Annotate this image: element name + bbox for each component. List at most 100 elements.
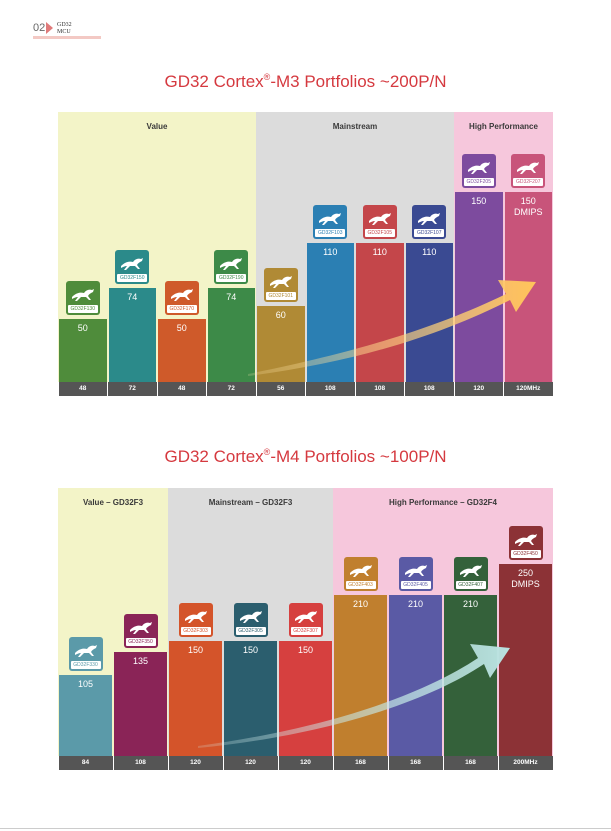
m4-bar-gd32f350: 135 bbox=[114, 652, 167, 756]
m3-bar-value: 110 bbox=[356, 247, 404, 258]
m3-chip-gd32f103: GD32F103 bbox=[313, 204, 348, 239]
footer-line bbox=[0, 828, 611, 829]
m3-title-reg: ® bbox=[263, 72, 271, 83]
m4-bar-value: 150 bbox=[279, 645, 332, 656]
m4-freq-label: 120 bbox=[278, 756, 333, 770]
m4-freq-label: 120 bbox=[223, 756, 278, 770]
m3-chip-gd32f150: GD32F150 bbox=[115, 250, 150, 285]
m4-bar-gd32f303: 150 bbox=[169, 640, 222, 756]
m3-bar-value-unit: DMIPS bbox=[513, 207, 543, 217]
m3-bar-value-number: 110 bbox=[323, 246, 338, 257]
m4-chip-gd32f450: GD32F450 bbox=[508, 526, 543, 560]
m4-bar-value-number: 210 bbox=[352, 598, 369, 609]
m4-bar-value: 250 DMIPS bbox=[499, 568, 552, 590]
m3-title: GD32 Cortex®-M3 Portfolios ~200P/N bbox=[0, 72, 611, 92]
m3-chip-label: GD32F105 bbox=[364, 228, 395, 237]
m3-bar-value-number: 74 bbox=[226, 292, 237, 303]
m3-freq-label: 108 bbox=[405, 382, 454, 396]
m3-bar-value-number: 50 bbox=[77, 322, 88, 333]
m3-chip-gd32f190: GD32F190 bbox=[214, 250, 249, 285]
cheetah-icon bbox=[70, 284, 96, 304]
m4-chip-label: GD32F305 bbox=[235, 626, 266, 635]
brand-line2: MCU bbox=[57, 29, 71, 35]
m3-freq-label: 108 bbox=[355, 382, 404, 396]
m3-chip-label: GD32F150 bbox=[117, 274, 148, 283]
m4-freq-label: 168 bbox=[443, 756, 498, 770]
m3-bar-value: 150 DMIPS bbox=[505, 196, 553, 218]
header-underline bbox=[33, 36, 101, 39]
m3-bar-value-number: 50 bbox=[176, 322, 187, 333]
m4-chip-gd32f305: GD32F305 bbox=[233, 602, 268, 637]
m4-bar-gd32f403: 210 bbox=[334, 594, 387, 756]
m4-chart: Value – GD32F3 Mainstream – GD32F3 High Pe… bbox=[58, 488, 553, 770]
m4-zone-label: High Performance – GD32F4 bbox=[388, 498, 498, 507]
m3-bar-gd32f150: 74 bbox=[108, 288, 157, 382]
m3-chip-label: GD32F205 bbox=[463, 178, 494, 186]
m4-chip-gd32f330: GD32F330 bbox=[68, 637, 103, 672]
page-arrow-icon bbox=[46, 22, 53, 34]
m4-freq-label: 84 bbox=[58, 756, 113, 770]
cheetah-icon bbox=[218, 253, 244, 273]
m3-freq-label: 72 bbox=[108, 382, 157, 396]
m3-title-prefix: GD32 Cortex bbox=[164, 72, 264, 91]
cheetah-icon bbox=[513, 529, 539, 549]
m4-freq-label: 168 bbox=[388, 756, 443, 770]
m4-growth-arrow-icon bbox=[198, 644, 510, 748]
m3-bar-value: 74 bbox=[109, 292, 157, 303]
m3-chip-gd32f207: GD32F207 bbox=[511, 154, 546, 188]
cheetah-icon bbox=[367, 208, 393, 228]
m3-bar-value-number: 60 bbox=[275, 310, 286, 320]
m3-bar-value: 110 bbox=[307, 247, 355, 258]
m3-bar-gd32f105: 110 bbox=[356, 242, 404, 382]
m4-bar-value: 150 bbox=[224, 645, 277, 656]
m4-bar-gd32f307: 150 bbox=[279, 640, 332, 756]
m3-title-suffix: -M3 Portfolios ~200P/N bbox=[270, 72, 447, 91]
m4-bar-value: 150 bbox=[169, 645, 222, 656]
m3-chip-label: GD32F170 bbox=[166, 304, 197, 313]
m4-bar-gd32f405: 210 bbox=[389, 594, 442, 756]
m4-chip-label: GD32F407 bbox=[455, 580, 486, 589]
m3-growth-arrow-icon bbox=[248, 280, 536, 376]
m4-bar-value: 210 bbox=[334, 599, 387, 610]
m4-bar-value-number: 135 bbox=[132, 656, 149, 667]
cheetah-icon bbox=[73, 640, 99, 660]
m3-freq-label: 120 bbox=[454, 382, 503, 396]
m3-bar-gd32f107: 110 bbox=[405, 242, 454, 382]
m3-bar-value: 110 bbox=[406, 247, 454, 258]
m4-chip-label: GD32F450 bbox=[510, 550, 541, 558]
m4-chip-label: GD32F307 bbox=[290, 626, 321, 635]
m3-bar-value: 74 bbox=[208, 292, 256, 303]
m4-freq-label: 120 bbox=[168, 756, 223, 770]
m3-bar-value-number: 110 bbox=[372, 246, 387, 257]
m4-chip-gd32f403: GD32F403 bbox=[343, 556, 378, 591]
cheetah-icon bbox=[416, 208, 442, 228]
m4-bar-value: 210 bbox=[444, 599, 497, 610]
m4-bar-value-unit: DMIPS bbox=[511, 579, 540, 589]
m3-freq-label: 108 bbox=[306, 382, 355, 396]
m4-bar-gd32f330: 105 bbox=[59, 675, 112, 756]
m4-bar-value-number: 150 bbox=[242, 644, 259, 655]
m4-chip-label: GD32F350 bbox=[125, 638, 156, 647]
m3-bar-gd32f205: 150 bbox=[455, 192, 503, 382]
m4-freq-label: 200MHz bbox=[498, 756, 553, 770]
m3-bar-value: 50 bbox=[59, 323, 107, 334]
cheetah-icon bbox=[119, 253, 145, 273]
m4-bar-value-number: 210 bbox=[407, 598, 424, 609]
m3-freq-label: 56 bbox=[256, 382, 305, 396]
m4-chip-gd32f407: GD32F407 bbox=[453, 556, 488, 591]
m3-chip-gd32f130: GD32F130 bbox=[65, 280, 100, 315]
m3-chip-label: GD32F103 bbox=[315, 228, 346, 237]
m4-bar-value-number: 105 bbox=[77, 679, 94, 690]
m3-chip-label: GD32F107 bbox=[414, 228, 445, 237]
cheetah-icon bbox=[403, 560, 429, 580]
m4-chip-gd32f350: GD32F350 bbox=[123, 614, 158, 649]
m3-freq-label: 72 bbox=[207, 382, 256, 396]
m4-chip-label: GD32F330 bbox=[70, 661, 101, 670]
m3-chip-label: GD32F190 bbox=[216, 274, 247, 283]
m4-bar-value-number: 150 bbox=[187, 644, 204, 655]
m4-bar-value: 210 bbox=[389, 599, 442, 610]
m3-chip-label: GD32F130 bbox=[67, 304, 98, 313]
m4-title: GD32 Cortex®-M4 Portfolios ~100P/N bbox=[0, 447, 611, 467]
m3-zone-label: Value bbox=[146, 122, 168, 131]
brand-line1: GD32 bbox=[57, 22, 72, 28]
